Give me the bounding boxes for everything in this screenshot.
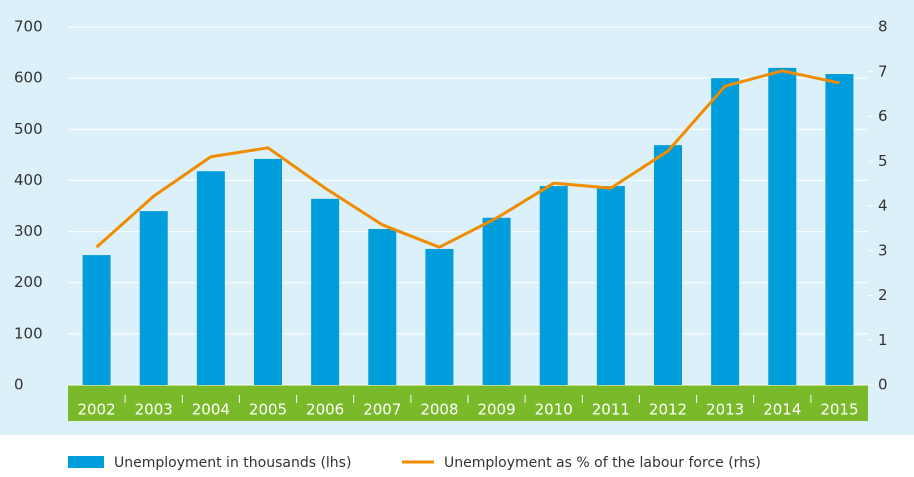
bar xyxy=(196,171,225,385)
x-tick-label: 2015 xyxy=(820,401,858,419)
y2-tick-label: 6 xyxy=(878,107,888,125)
legend-label: Unemployment as % of the labour force (r… xyxy=(444,455,761,471)
legend-swatch xyxy=(68,456,104,468)
y-tick-label: 400 xyxy=(14,171,43,189)
bar xyxy=(768,67,797,386)
y-tick-label: 600 xyxy=(14,69,43,87)
y-tick-label: 200 xyxy=(14,273,43,291)
bar xyxy=(254,158,282,385)
x-tick-label: 2009 xyxy=(477,401,515,419)
y2-tick-label: 0 xyxy=(878,376,888,394)
y2-tick-label: 7 xyxy=(878,62,888,80)
y-tick-label: 500 xyxy=(14,120,43,138)
y2-tick-label: 2 xyxy=(878,286,888,304)
bar xyxy=(654,145,682,385)
bar xyxy=(539,186,568,385)
y2-tick-label: 8 xyxy=(878,18,888,36)
bar xyxy=(139,211,168,385)
x-tick-label: 2012 xyxy=(649,401,687,419)
x-tick-label: 2013 xyxy=(706,401,744,419)
bar xyxy=(368,229,397,385)
x-tick-label: 2003 xyxy=(135,401,173,419)
bar xyxy=(482,217,511,385)
legend-label: Unemployment in thousands (lhs) xyxy=(114,455,351,471)
x-tick-label: 2011 xyxy=(592,401,630,419)
x-tick-label: 2008 xyxy=(420,401,458,419)
bar xyxy=(82,255,111,385)
x-tick-label: 2014 xyxy=(763,401,801,419)
y2-tick-label: 3 xyxy=(878,241,888,259)
bar xyxy=(425,248,454,385)
y-tick-label: 700 xyxy=(14,18,43,36)
x-tick-label: 2005 xyxy=(249,401,287,419)
bar xyxy=(711,78,740,386)
x-tick-label: 2007 xyxy=(363,401,401,419)
bar xyxy=(596,186,625,385)
bar xyxy=(311,198,340,385)
y-tick-label: 100 xyxy=(14,324,43,342)
y2-tick-label: 1 xyxy=(878,331,888,349)
y2-tick-label: 4 xyxy=(878,197,888,215)
y2-tick-label: 5 xyxy=(878,152,888,170)
y-tick-label: 0 xyxy=(14,376,24,394)
x-tick-label: 2002 xyxy=(77,401,115,419)
bar xyxy=(825,74,854,386)
x-tick-label: 2010 xyxy=(535,401,573,419)
x-tick-label: 2006 xyxy=(306,401,344,419)
x-tick-label: 2004 xyxy=(192,401,230,419)
line xyxy=(95,69,840,249)
y-tick-label: 300 xyxy=(14,222,43,240)
